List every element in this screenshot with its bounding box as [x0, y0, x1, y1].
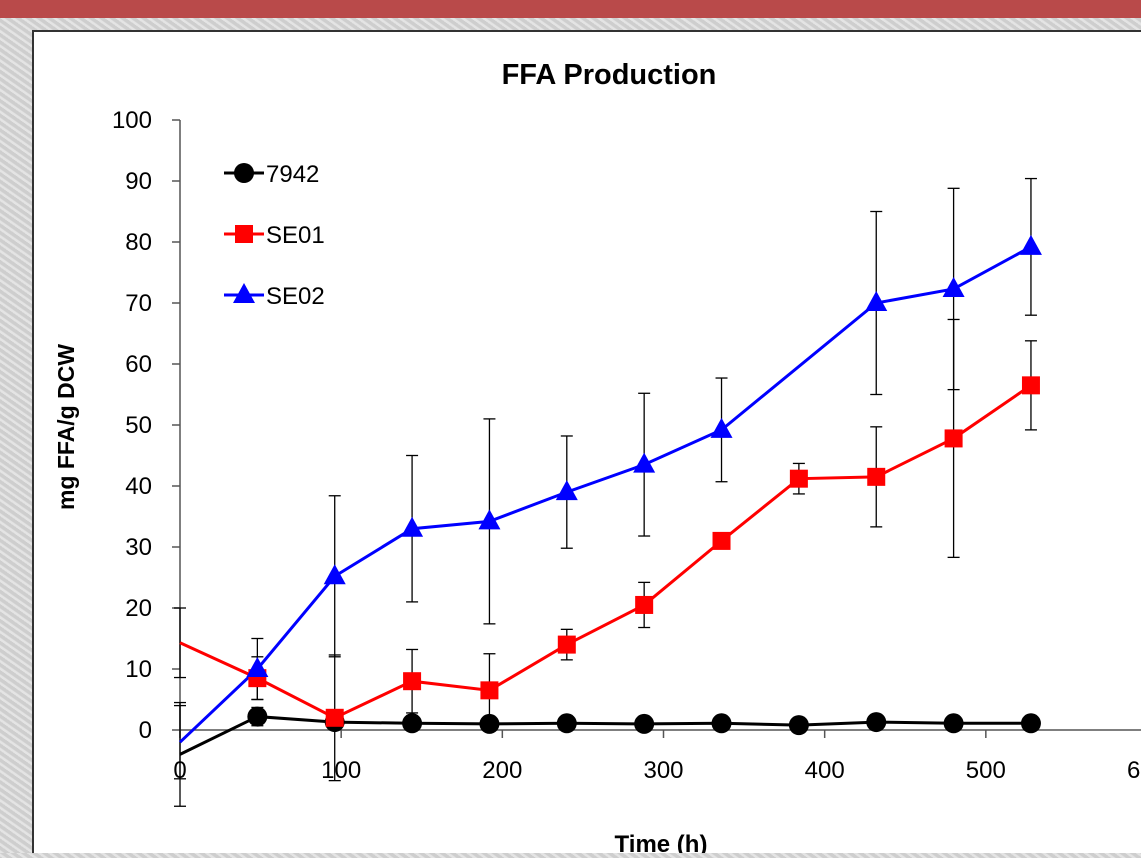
- chart-title: FFA Production: [502, 59, 717, 91]
- ffa-production-chart: FFA Production mg FFA/g DCW Time (h) 0 10…: [53, 59, 1141, 858]
- series-7942-point: [866, 712, 887, 733]
- series-7942-point: [788, 715, 809, 736]
- series-SE02-point: [555, 480, 578, 501]
- y-tick-label: 100: [112, 107, 152, 134]
- legend-entry: SE01: [224, 222, 325, 249]
- series-7942-point: [479, 713, 500, 734]
- series-7942-point: [634, 713, 655, 734]
- y-tick-label: 60: [125, 351, 152, 378]
- legend: 7942 SE01 SE02: [224, 161, 325, 310]
- legend-label: SE01: [266, 222, 325, 249]
- series-SE01-point: [403, 672, 422, 691]
- y-tick-label: 30: [125, 534, 152, 561]
- y-tick-label: 90: [125, 168, 152, 195]
- error-bars: [174, 177, 1037, 807]
- axes: 0102030405060708090100010020030040050060…: [112, 107, 1141, 784]
- top-accent-bar: [0, 0, 1141, 18]
- x-tick-label: 500: [966, 757, 1006, 784]
- series-SE02-point: [401, 516, 424, 537]
- x-tick-label: 400: [805, 757, 845, 784]
- legend-label: 7942: [266, 161, 319, 188]
- series-SE01-line: [179, 384, 1032, 720]
- legend-marker: [233, 283, 255, 303]
- series-lines: [178, 245, 1032, 756]
- series-SE02-point: [865, 291, 888, 311]
- data-points: [246, 234, 1042, 736]
- series-7942-point: [556, 713, 577, 734]
- series-SE02-point: [246, 657, 269, 677]
- legend-label: SE02: [266, 283, 325, 310]
- series-SE01-point: [635, 595, 654, 614]
- legend-marker: [235, 225, 253, 243]
- y-tick-label: 10: [125, 656, 152, 683]
- x-tick-label: 300: [643, 757, 683, 784]
- y-tick-label: 0: [139, 717, 152, 744]
- legend-marker: [234, 163, 254, 183]
- series-SE02-line: [178, 245, 1032, 744]
- series-SE01-point: [867, 467, 886, 486]
- x-tick-label: 100: [321, 757, 361, 784]
- chart-frame: FFA Production mg FFA/g DCW Time (h) 0 10…: [32, 30, 1141, 858]
- y-tick-label: 40: [125, 473, 152, 500]
- series-SE01-point: [557, 635, 576, 654]
- series-7942-point: [402, 713, 423, 734]
- series-7942-line: [179, 715, 1031, 756]
- series-SE02-point: [478, 509, 501, 530]
- series-SE02-point: [633, 452, 656, 473]
- legend-entry: 7942: [224, 161, 319, 188]
- series-SE01-point: [480, 681, 499, 700]
- series-SE02-point: [942, 276, 965, 297]
- series-7942-point: [247, 706, 268, 727]
- series-SE01-point: [1021, 376, 1040, 395]
- series-7942-point: [711, 713, 732, 734]
- series-7942-point: [1020, 713, 1041, 734]
- legend-entry: SE02: [224, 283, 325, 310]
- x-tick-label: 200: [482, 757, 522, 784]
- series-SE02-point: [323, 564, 346, 585]
- series-SE01-point: [325, 708, 344, 727]
- series-7942-point: [943, 713, 964, 734]
- series-SE01-point: [789, 469, 808, 488]
- series-SE01-point: [944, 429, 963, 448]
- series-SE01-point: [712, 531, 731, 550]
- x-axis-label: Time (h): [615, 831, 708, 853]
- y-tick-label: 20: [125, 595, 152, 622]
- series-SE02-point: [710, 417, 733, 438]
- y-axis-label: mg FFA/g DCW: [53, 344, 79, 510]
- series-SE02-point: [1019, 234, 1042, 255]
- y-tick-label: 80: [125, 229, 152, 256]
- y-tick-label: 70: [125, 290, 152, 317]
- x-tick-label: 600: [1127, 757, 1141, 784]
- y-tick-label: 50: [125, 412, 152, 439]
